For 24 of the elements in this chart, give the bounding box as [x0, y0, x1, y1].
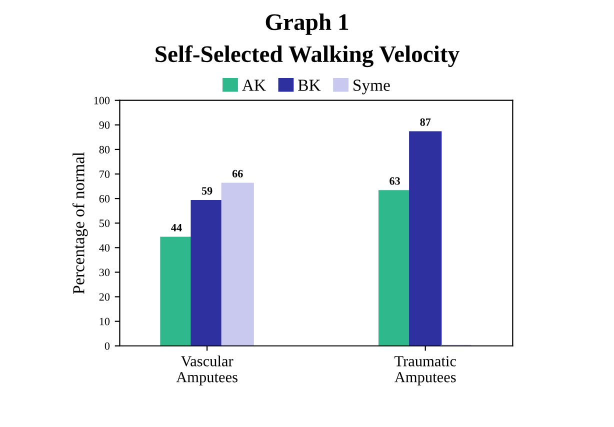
legend-label: BK: [298, 80, 321, 91]
y-tick-label: 90: [99, 121, 110, 129]
y-tick-label: 100: [94, 96, 110, 104]
y-tick-label: 0: [104, 342, 110, 350]
data-label: 63: [390, 177, 400, 185]
legend-label: Syme: [354, 80, 390, 94]
y-tick-label: 20: [99, 293, 110, 301]
data-label: 44: [171, 224, 182, 232]
y-tick-label: 50: [100, 220, 110, 228]
y-tick-label: 70: [100, 170, 110, 178]
chart-subtitle: Self-Selected Walking Velocity: [156, 45, 460, 68]
legend-label: AK: [242, 80, 266, 91]
data-label: 59: [202, 187, 212, 195]
data-label: 87: [420, 118, 431, 126]
y-tick-label: 40: [99, 244, 110, 252]
x-tick-label: Vascular Amputees: [176, 356, 238, 386]
y-tick-label: 10: [100, 318, 110, 326]
chart-title: Graph 1: [266, 14, 348, 35]
y-tick-label: 60: [99, 195, 110, 203]
y-tick-label: 30: [99, 268, 110, 276]
data-label: 66: [232, 170, 243, 178]
x-tick-label: Traumatic Amputees: [394, 356, 456, 386]
y-axis-title: Percentage of normal: [72, 152, 88, 294]
y-tick-label: 80: [99, 146, 110, 154]
